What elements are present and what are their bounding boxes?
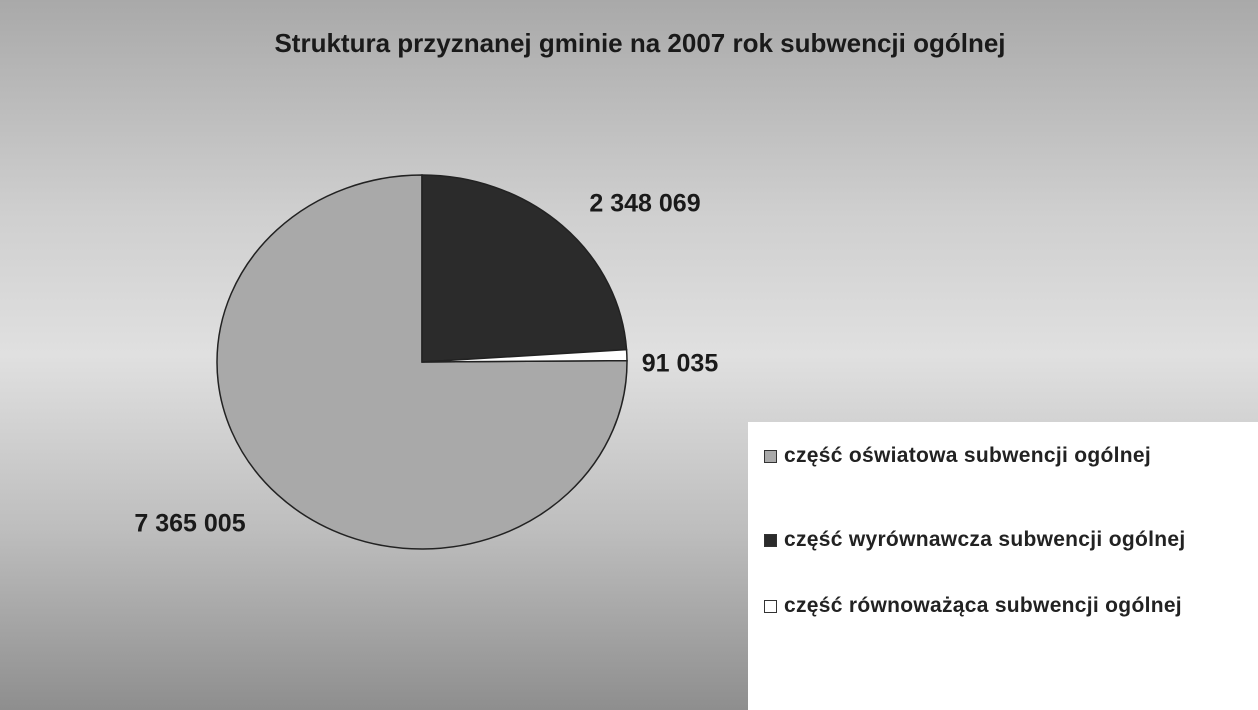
pie-slice [421,174,628,363]
legend-swatch [764,600,777,613]
data-label: 2 348 069 [589,190,700,218]
legend-label: część oświatowa subwencji ogólnej [784,444,1151,467]
data-label: 7 365 005 [134,510,245,538]
legend-label: część wyrównawcza subwencji ogólnej [784,528,1186,551]
legend-label: część równoważąca subwencji ogólnej [784,594,1182,617]
legend: część oświatowa subwencji ogólnej część w… [748,422,1258,710]
legend-swatch [764,450,777,463]
legend-item: część wyrównawcza subwencji ogólnej [764,526,1248,554]
legend-item: część równoważąca subwencji ogólnej [764,592,1248,620]
pie-slice [421,348,628,363]
legend-item: część oświatowa subwencji ogólnej [764,442,1248,470]
pie-slice [216,174,628,550]
data-label: 91 035 [642,350,719,378]
legend-swatch [764,534,777,547]
chart-title: Struktura przyznanej gminie na 2007 rok … [274,28,1005,58]
